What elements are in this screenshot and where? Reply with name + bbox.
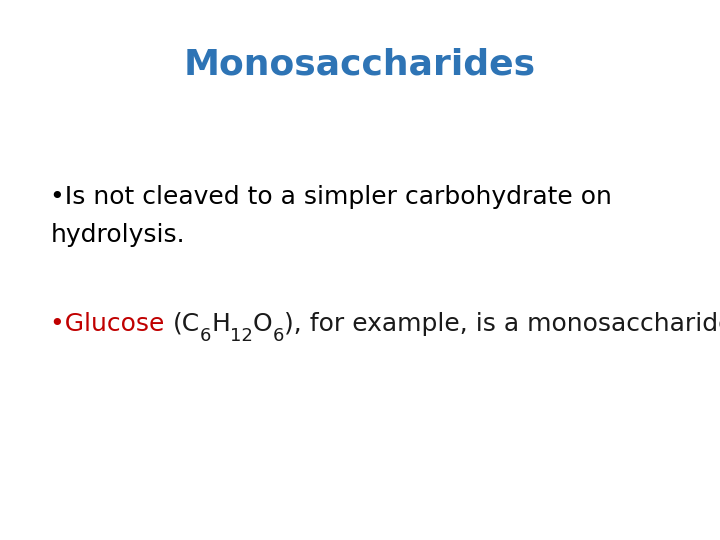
Text: 6: 6 <box>273 327 284 345</box>
Text: •Is not cleaved to a simpler carbohydrate on: •Is not cleaved to a simpler carbohydrat… <box>50 185 612 209</box>
Text: •Glucose: •Glucose <box>50 312 173 336</box>
Text: H: H <box>211 312 230 336</box>
Text: Monosaccharides: Monosaccharides <box>184 48 536 82</box>
Text: hydrolysis.: hydrolysis. <box>50 223 185 247</box>
Text: O: O <box>253 312 273 336</box>
Text: 6: 6 <box>200 327 211 345</box>
Text: ), for example, is a monosaccharide: ), for example, is a monosaccharide <box>284 312 720 336</box>
Text: (C: (C <box>173 312 200 336</box>
Text: 12: 12 <box>230 327 253 345</box>
